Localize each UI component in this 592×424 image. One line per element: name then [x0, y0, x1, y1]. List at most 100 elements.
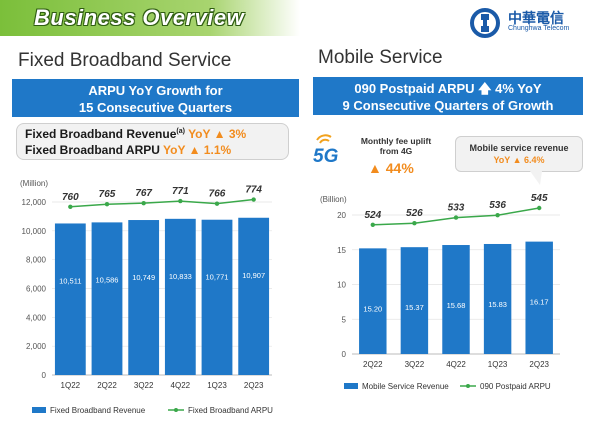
5g-icon: 5G	[313, 134, 339, 166]
x-tick-label: 4Q22	[446, 360, 466, 369]
fixed-revenue-yoy: YoY ▲ 3%	[188, 127, 247, 141]
fixed-section-title: Fixed Broadband Service	[18, 50, 232, 71]
x-tick-label: 2Q22	[97, 381, 117, 390]
arpu-value-label: 766	[209, 189, 226, 200]
fixed-arpu-banner: ARPU YoY Growth for 15 Consecutive Quart…	[12, 79, 299, 117]
company-logo: 中華電信 Chunghwa Telecom	[470, 8, 585, 38]
chunghwa-telecom-logo-icon	[470, 8, 500, 38]
x-tick-label: 1Q23	[488, 360, 508, 369]
y-tick-label: 10,000	[22, 227, 47, 236]
bar-value-label: 15.20	[363, 304, 382, 313]
bar	[442, 245, 470, 354]
fixed-revenue-label: Fixed Broadband Revenue	[25, 127, 177, 141]
legend-swatch-bar	[32, 407, 46, 413]
arpu-value-label: 526	[406, 208, 423, 219]
arpu-value-label: 767	[135, 188, 152, 199]
arpu-value-label: 536	[489, 200, 506, 211]
y-tick-label: 12,000	[22, 198, 47, 207]
bar-value-label: 15.83	[488, 300, 507, 309]
fixed-arpu-label: Fixed Broadband ARPU	[25, 143, 160, 157]
y-tick-label: 10	[337, 281, 346, 290]
fixed-broadband-chart: (Million) 0 2,000 4,000 6,000 8,000 10,000 12,0…	[20, 179, 273, 415]
bar	[91, 222, 123, 375]
fixed-revenue-callout: Fixed Broadband Revenue(a) YoY ▲ 3% Fixe…	[16, 123, 289, 160]
arpu-point	[251, 197, 256, 202]
y-tick-label: 5	[342, 315, 347, 324]
fixed-banner-line2: 15 Consecutive Quarters	[78, 100, 233, 115]
legend-label-bar: Mobile Service Revenue	[362, 382, 449, 391]
bar-value-label: 10,586	[96, 275, 119, 284]
legend-label-line: Fixed Broadband ARPU	[188, 406, 273, 415]
mobile-revenue-callout-value: YoY ▲ 6.4%	[493, 155, 545, 165]
legend-swatch-bar	[344, 383, 358, 389]
page-title: Business Overview	[34, 5, 245, 30]
x-tick-label: 2Q22	[363, 360, 383, 369]
fixed-revenue-note: (a)	[176, 128, 185, 135]
arpu-point	[495, 213, 500, 218]
fixed-revenue-row: Fixed Broadband Revenue(a) YoY ▲ 3%	[25, 127, 246, 141]
bar-value-label: 10,749	[132, 273, 155, 282]
y-tick-label: 6,000	[26, 285, 47, 294]
legend-swatch-dot	[174, 408, 178, 412]
bar	[483, 243, 512, 354]
arpu-value-label: 765	[99, 189, 116, 200]
5g-icon-text: 5G	[313, 146, 339, 166]
fixed-banner-line1: ARPU YoY Growth for	[88, 83, 223, 98]
y-axis-label: (Million)	[20, 179, 48, 188]
mobile-arpu-banner: 090 Postpaid ARPU 🡅 4% YoY 9 Consecutive…	[313, 77, 583, 115]
logo-name-zh: 中華電信	[508, 11, 564, 27]
arpu-value-label: 774	[245, 185, 262, 196]
mobile-revenue-callout-label: Mobile service revenue	[469, 143, 569, 153]
y-tick-label: 2,000	[26, 342, 47, 351]
header-band	[0, 0, 300, 36]
arpu-point	[412, 221, 417, 226]
y-tick-label: 0	[42, 371, 47, 380]
bar	[54, 223, 86, 375]
fixed-arpu-yoy: YoY ▲ 1.1%	[163, 143, 232, 157]
bar-value-label: 15.37	[405, 303, 424, 312]
bar	[128, 220, 160, 375]
arpu-point	[178, 198, 183, 204]
mobile-banner-line2: 9 Consecutive Quarters of Growth	[342, 98, 554, 113]
y-tick-label: 15	[337, 246, 346, 255]
bar	[525, 241, 553, 354]
legend-label-line: 090 Postpaid ARPU	[480, 382, 551, 391]
mobile-banner-line1: 090 Postpaid ARPU 🡅 4% YoY	[354, 81, 542, 96]
arpu-point	[214, 201, 220, 206]
arpu-point	[104, 202, 110, 207]
bar	[400, 247, 429, 354]
bar-value-label: 10,907	[242, 271, 265, 280]
mobile-revenue-callout: Mobile service revenue YoY ▲ 6.4%	[455, 136, 583, 172]
arpu-point	[537, 205, 542, 211]
x-tick-label: 1Q23	[207, 381, 227, 390]
arpu-point	[68, 204, 73, 209]
x-tick-label: 2Q23	[529, 360, 549, 369]
arpu-value-label: 533	[448, 203, 465, 214]
x-tick-label: 2Q23	[244, 381, 264, 390]
y-tick-label: 0	[342, 350, 347, 359]
mobile-service-chart: (Billion) 0 5 10 15 20 15.20 15.37 15.68 15.83 16.…	[320, 193, 560, 391]
mobile-uplift-label: Monthly fee uplift from 4G	[360, 136, 432, 156]
bar	[238, 217, 270, 375]
legend-swatch-dot	[466, 384, 470, 388]
bar-value-label: 16.17	[530, 298, 549, 307]
y-axis-label: (Billion)	[320, 195, 347, 204]
y-tick-label: 4,000	[26, 313, 47, 322]
x-tick-label: 4Q22	[171, 381, 191, 390]
mobile-revenue-callout-tail	[530, 171, 542, 185]
y-tick-label: 20	[337, 211, 346, 220]
arpu-point	[453, 215, 459, 220]
bar	[164, 218, 196, 375]
logo-name-en: Chunghwa Telecom	[508, 25, 570, 32]
mobile-uplift-value: ▲ 44%	[368, 160, 414, 176]
x-tick-label: 3Q22	[134, 381, 154, 390]
arpu-value-label: 760	[62, 192, 79, 203]
y-tick-label: 8,000	[26, 256, 47, 265]
arpu-point	[370, 222, 375, 227]
arpu-point	[141, 200, 146, 206]
bar	[201, 219, 233, 375]
bar-value-label: 10,511	[59, 276, 81, 285]
x-tick-label: 3Q22	[405, 360, 425, 369]
x-tick-label: 1Q22	[61, 381, 81, 390]
bar-value-label: 10,833	[169, 272, 192, 281]
